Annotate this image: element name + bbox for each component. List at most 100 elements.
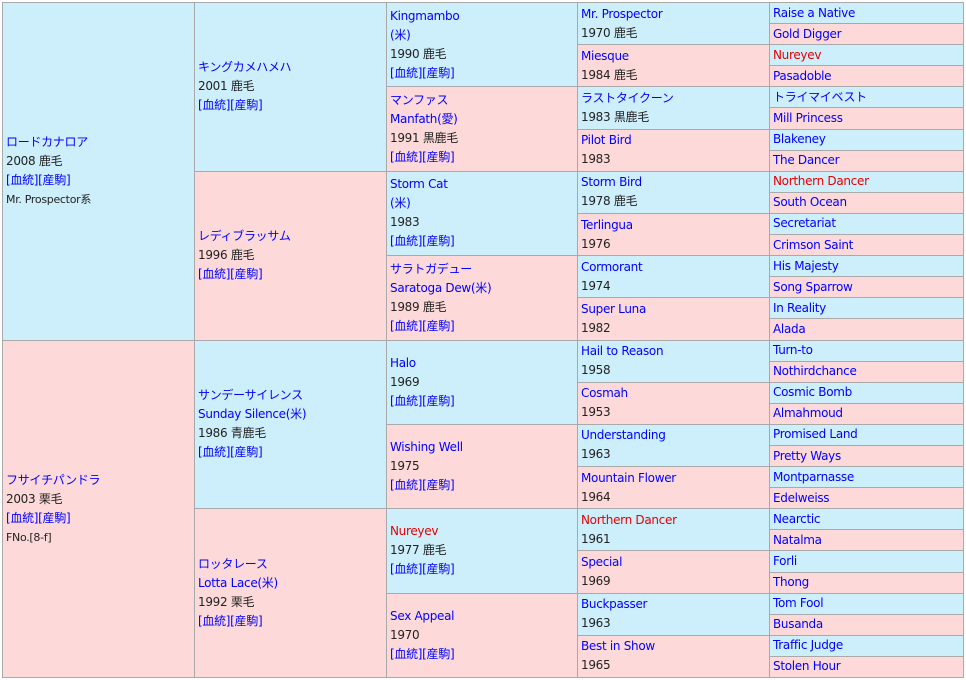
horse-name-link[interactable]: Traffic Judge <box>773 638 843 653</box>
pedigree-link[interactable]: [血統] <box>6 173 39 188</box>
pedigree-link[interactable]: [血統] <box>390 393 423 408</box>
progeny-link[interactable]: [産駒] <box>422 65 455 80</box>
horse-name-link[interactable]: Super Luna <box>581 301 647 316</box>
horse-name-link[interactable]: Northern Dancer <box>773 174 869 189</box>
horse-name-link[interactable]: Nureyev <box>773 47 822 62</box>
horse-name-link[interactable]: Blakeney <box>773 132 826 147</box>
progeny-link[interactable]: [産駒] <box>422 478 455 493</box>
horse-name-link[interactable]: Pretty Ways <box>773 448 841 463</box>
pedigree-link[interactable]: [血統] <box>198 267 231 282</box>
horse-name-link[interactable]: Cosmic Bomb <box>773 385 852 400</box>
progeny-link[interactable]: [産駒] <box>422 562 455 577</box>
horse-name-link[interactable]: ラストタイクーン <box>581 90 674 105</box>
horse-name-link[interactable]: Special <box>581 555 623 570</box>
progeny-link[interactable]: [産駒] <box>230 267 263 282</box>
pedigree-link[interactable]: [血統] <box>390 234 423 249</box>
horse-alt-name-link[interactable]: (米) <box>390 196 411 211</box>
horse-name-link[interactable]: Almahmoud <box>773 406 843 421</box>
horse-name-link[interactable]: Nothirdchance <box>773 364 857 379</box>
horse-name-link[interactable]: Terlingua <box>581 217 633 232</box>
horse-name-link[interactable]: Raise a Native <box>773 5 856 20</box>
horse-name-link[interactable]: Natalma <box>773 532 822 547</box>
pedigree-link[interactable]: [血統] <box>390 562 423 577</box>
progeny-link[interactable]: [産駒] <box>230 445 263 460</box>
progeny-link[interactable]: [産駒] <box>422 646 455 661</box>
horse-name-link[interactable]: Secretariat <box>773 216 836 231</box>
pedigree-link[interactable]: [血統] <box>6 510 39 525</box>
horse-alt-name-link[interactable]: Manfath(愛) <box>390 112 458 127</box>
horse-name-link[interactable]: Cormorant <box>581 259 643 274</box>
horse-name-link[interactable]: The Dancer <box>773 153 840 168</box>
horse-alt-name-link[interactable]: (米) <box>390 27 411 42</box>
pedigree-link[interactable]: [血統] <box>198 614 231 629</box>
pedigree-link[interactable]: [血統] <box>198 98 231 113</box>
horse-name-link[interactable]: South Ocean <box>773 195 847 210</box>
horse-name-link[interactable]: Montparnasse <box>773 469 854 484</box>
horse-name-link[interactable]: Buckpasser <box>581 597 648 612</box>
horse-name-link[interactable]: Cosmah <box>581 386 628 401</box>
horse-name-link[interactable]: Storm Bird <box>581 175 642 190</box>
horse-name-link[interactable]: Busanda <box>773 617 823 632</box>
horse-name-link[interactable]: Mountain Flower <box>581 470 676 485</box>
horse-name-link[interactable]: Gold Digger <box>773 26 842 41</box>
horse-name-link[interactable]: Promised Land <box>773 427 858 442</box>
progeny-link[interactable]: [産駒] <box>422 318 455 333</box>
horse-name-link[interactable]: Nearctic <box>773 511 821 526</box>
horse-name-link[interactable]: Turn-to <box>773 343 813 358</box>
horse-name-link[interactable]: Wishing Well <box>390 440 463 455</box>
horse-name-link[interactable]: ロッタレース <box>198 557 268 572</box>
horse-name-link[interactable]: サンデーサイレンス <box>198 388 303 403</box>
pedigree-link[interactable]: [血統] <box>390 318 423 333</box>
horse-name-link[interactable]: Hail to Reason <box>581 344 664 359</box>
horse-alt-name-link[interactable]: Lotta Lace(米) <box>198 576 278 591</box>
horse-name-link[interactable]: Edelweiss <box>773 490 830 505</box>
ancestor-cell-g4-9: Hail to Reason 1958 <box>577 339 770 383</box>
pedigree-link[interactable]: [血統] <box>390 478 423 493</box>
horse-name-link[interactable]: Alada <box>773 321 806 336</box>
progeny-link[interactable]: [産駒] <box>230 98 263 113</box>
horse-name-link[interactable]: Song Sparrow <box>773 279 853 294</box>
horse-name-link[interactable]: His Majesty <box>773 258 839 273</box>
horse-name-link[interactable]: Storm Cat <box>390 177 448 192</box>
ancestor-cell-g5-1: Raise a Native <box>769 1 964 25</box>
progeny-link[interactable]: [産駒] <box>38 173 71 188</box>
horse-name-link[interactable]: Sex Appeal <box>390 608 455 623</box>
progeny-link[interactable]: [産駒] <box>422 234 455 249</box>
horse-name-link[interactable]: Mill Princess <box>773 111 843 126</box>
horse-name-link[interactable]: トライマイベスト <box>773 89 867 104</box>
progeny-link[interactable]: [産駒] <box>422 150 455 165</box>
pedigree-link[interactable]: [血統] <box>198 445 231 460</box>
horse-name-link[interactable]: Tom Fool <box>773 596 824 611</box>
horse-name-link[interactable]: In Reality <box>773 300 826 315</box>
horse-name-link[interactable]: キングカメハメハ <box>198 60 292 75</box>
horse-name-link[interactable]: Mr. Prospector <box>581 6 663 21</box>
horse-name-link[interactable]: ロードカナロア <box>6 135 88 150</box>
horse-name-link[interactable]: レディブラッサム <box>198 229 291 244</box>
pedigree-link[interactable]: [血統] <box>390 646 423 661</box>
horse-alt-name-link[interactable]: Sunday Silence(米) <box>198 407 307 422</box>
horse-name-link[interactable]: Stolen Hour <box>773 659 841 674</box>
horse-name-link[interactable]: Nureyev <box>390 524 439 539</box>
pedigree-link[interactable]: [血統] <box>390 65 423 80</box>
horse-name-link[interactable]: マンファス <box>390 93 449 108</box>
progeny-link[interactable]: [産駒] <box>230 614 263 629</box>
horse-name-link[interactable]: Miesque <box>581 48 629 63</box>
horse-alt-name-link[interactable]: Saratoga Dew(米) <box>390 280 492 295</box>
horse-name-link[interactable]: Northern Dancer <box>581 512 677 527</box>
horse-name-link[interactable]: Crimson Saint <box>773 237 854 252</box>
progeny-link[interactable]: [産駒] <box>422 393 455 408</box>
horse-name-link[interactable]: Pilot Bird <box>581 133 632 148</box>
horse-name-link[interactable]: Kingmambo <box>390 8 460 23</box>
progeny-link[interactable]: [産駒] <box>38 510 71 525</box>
horse-name-link[interactable]: Halo <box>390 355 416 370</box>
ancestor-cell-g4-11: Understanding 1963 <box>577 423 770 468</box>
horse-name-link[interactable]: Forli <box>773 553 797 568</box>
pedigree-link[interactable]: [血統] <box>390 150 423 165</box>
horse-name-link[interactable]: Pasadoble <box>773 68 832 83</box>
horse-name-link[interactable]: Understanding <box>581 428 666 443</box>
horse-name-link[interactable]: Thong <box>773 575 810 590</box>
ancestor-cell-g5-22: Pretty Ways <box>769 444 964 468</box>
horse-name-link[interactable]: Best in Show <box>581 639 655 654</box>
horse-name-link[interactable]: フサイチパンドラ <box>6 472 101 487</box>
horse-name-link[interactable]: サラトガデュー <box>390 261 472 276</box>
